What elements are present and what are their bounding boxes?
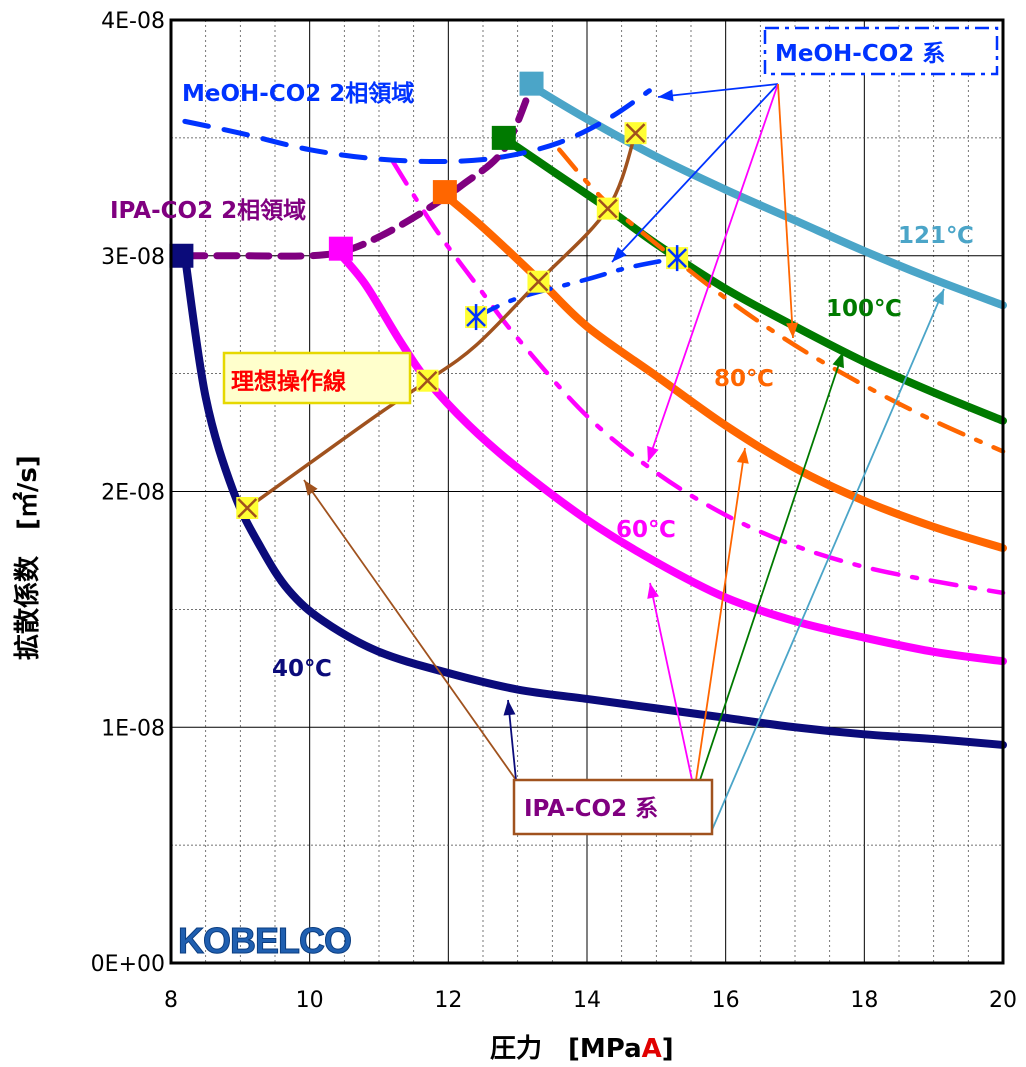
ideal-line-box xyxy=(222,351,412,405)
y-tick-label: 0E+00 xyxy=(91,952,165,977)
label-80c: 80℃ xyxy=(714,366,774,392)
meoh-arrow-critical-head xyxy=(612,246,627,262)
x-axis-title: 圧力 [MPaA] xyxy=(490,1034,674,1064)
kobelco-logo: KOBELCO xyxy=(178,920,353,962)
meoh-arrow-critical xyxy=(611,83,779,263)
meoh-arrow-80c-head xyxy=(786,322,799,338)
y-axis-title: 拡散係数 [㎡/s] xyxy=(12,455,43,660)
ipa-arrow-100c-head xyxy=(832,352,844,369)
svg-text:KOBELCO: KOBELCO xyxy=(178,920,351,961)
ideal-point-marker-x2 xyxy=(597,198,618,219)
x-tick-label: 14 xyxy=(573,988,601,1013)
ideal-point-marker-x2 xyxy=(625,123,646,144)
meoh-series-line xyxy=(390,159,1006,596)
ipa-series-line xyxy=(180,251,1007,749)
ideal-point-marker-x2 xyxy=(237,498,258,518)
ipa-arrow-121c-head xyxy=(932,289,944,306)
meoh-system-box xyxy=(763,26,999,76)
series-layer xyxy=(180,82,1007,749)
start-square-marker xyxy=(432,180,457,205)
ideal-point-marker-x2 xyxy=(417,370,438,391)
meoh-critical-line xyxy=(473,255,680,320)
ideal-point-marker-x2 xyxy=(528,271,549,292)
label-40c: 40℃ xyxy=(272,656,332,682)
ipa-arrow-100c xyxy=(699,351,844,781)
label-ipa-system: IPA-CO2 系 xyxy=(524,796,658,822)
x-tick-label: 20 xyxy=(989,988,1017,1013)
plot-frame xyxy=(169,18,1005,965)
ipa-arrow-121c xyxy=(711,288,945,831)
ipa-arrow-60c xyxy=(649,582,693,781)
tick-labels: 8 10 12 14 16 18 20 0E+00 1E-08 2E-08 3E-08 4E-08 xyxy=(91,9,1017,1013)
ipa-system-box xyxy=(512,778,714,836)
ipa-arrow-ideal-line-head xyxy=(304,480,318,496)
label-60c: 60℃ xyxy=(616,517,676,543)
y-tick-label: 2E-08 xyxy=(101,481,165,506)
label-121c: 121℃ xyxy=(898,223,974,249)
y-tick-label: 1E-08 xyxy=(101,716,165,741)
ipa-arrow-80c-head xyxy=(736,448,749,464)
ipa-series-line xyxy=(437,188,1007,553)
meoh-arrow-80c xyxy=(777,83,794,339)
label-meoh-system: MeOH-CO2 系 xyxy=(775,41,945,67)
ipa-arrow-60c-head xyxy=(647,583,659,599)
ipa-series-line xyxy=(527,82,1007,310)
meoh-two-phase-line xyxy=(182,88,652,165)
ipa-arrow-40c-head xyxy=(503,700,516,716)
y-tick-label: 4E-08 xyxy=(101,9,165,34)
meoh-arrow-two-phase-head xyxy=(658,89,674,102)
x-tick-label: 12 xyxy=(434,988,462,1013)
label-ipa-two-phase: IPA-CO2 2相領域 xyxy=(110,197,306,224)
ipa-series-line xyxy=(333,247,1007,666)
ipa-arrow-80c xyxy=(695,447,746,781)
x-tick-label: 8 xyxy=(164,988,178,1013)
ipa-series-line xyxy=(499,133,1007,425)
ipa-arrow-ideal-line xyxy=(303,479,517,781)
meoh-arrow-60c-head xyxy=(647,445,659,462)
ipa-two-phase-line xyxy=(181,82,536,260)
marker-layer xyxy=(169,71,689,520)
label-100c: 100℃ xyxy=(826,296,902,322)
x-tick-label: 16 xyxy=(712,988,740,1013)
y-tick-label: 3E-08 xyxy=(101,245,165,270)
x-tick-label: 18 xyxy=(850,988,878,1013)
label-ideal-line: 理想操作線 xyxy=(231,368,346,395)
start-square-marker xyxy=(169,243,194,268)
meoh-arrow-60c xyxy=(647,83,779,463)
meoh-arrow-two-phase xyxy=(657,83,779,98)
x-tick-label: 10 xyxy=(296,988,324,1013)
start-square-marker xyxy=(328,236,353,261)
annotation-layer xyxy=(303,83,945,831)
x-axis-title-accent: A xyxy=(642,1034,662,1064)
start-square-marker xyxy=(519,71,544,96)
start-square-marker xyxy=(491,125,516,150)
label-meoh-two-phase: MeOH-CO2 2相領域 xyxy=(182,80,414,107)
